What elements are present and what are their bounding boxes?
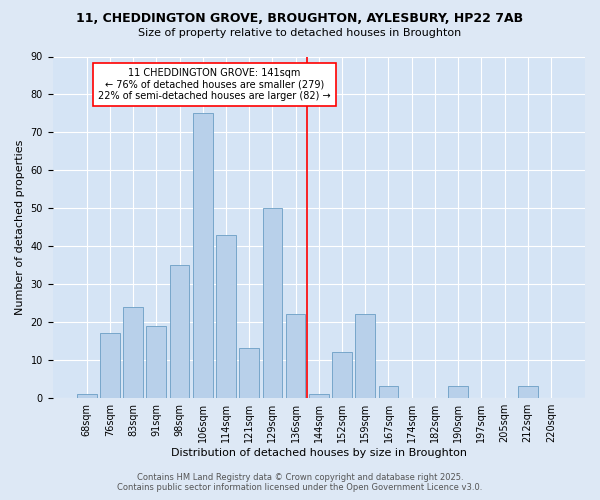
Bar <box>355 314 375 398</box>
Y-axis label: Number of detached properties: Number of detached properties <box>15 140 25 315</box>
Text: 11, CHEDDINGTON GROVE, BROUGHTON, AYLESBURY, HP22 7AB: 11, CHEDDINGTON GROVE, BROUGHTON, AYLESB… <box>76 12 524 26</box>
Bar <box>77 394 97 398</box>
Bar <box>239 348 259 398</box>
Bar <box>193 114 212 398</box>
Bar <box>379 386 398 398</box>
Bar <box>216 234 236 398</box>
Bar <box>146 326 166 398</box>
Bar <box>100 334 120 398</box>
Text: Contains HM Land Registry data © Crown copyright and database right 2025.
Contai: Contains HM Land Registry data © Crown c… <box>118 473 482 492</box>
Bar <box>170 265 190 398</box>
Bar <box>286 314 305 398</box>
Bar <box>123 306 143 398</box>
Bar <box>332 352 352 398</box>
Bar <box>263 208 282 398</box>
Bar <box>309 394 329 398</box>
Text: 11 CHEDDINGTON GROVE: 141sqm
← 76% of detached houses are smaller (279)
22% of s: 11 CHEDDINGTON GROVE: 141sqm ← 76% of de… <box>98 68 331 101</box>
Bar <box>448 386 468 398</box>
Text: Size of property relative to detached houses in Broughton: Size of property relative to detached ho… <box>139 28 461 38</box>
Bar <box>518 386 538 398</box>
X-axis label: Distribution of detached houses by size in Broughton: Distribution of detached houses by size … <box>171 448 467 458</box>
